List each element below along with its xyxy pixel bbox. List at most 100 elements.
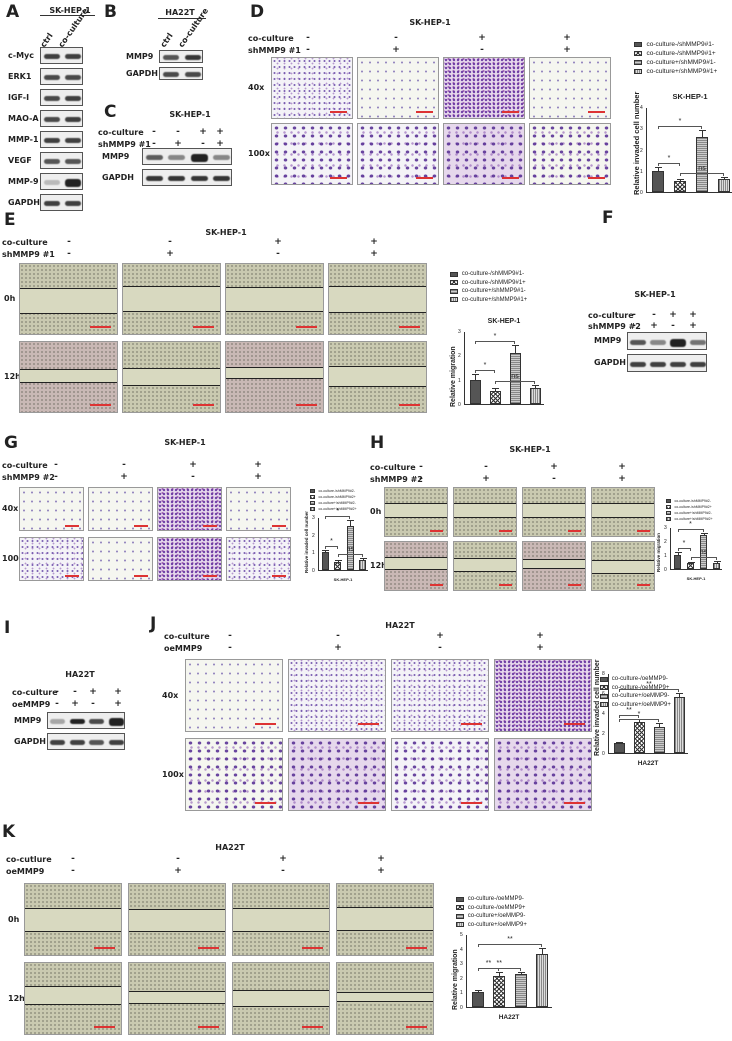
y-tick-label: 6 bbox=[602, 691, 605, 697]
legend-label: co-culture-/shMMP9#2- bbox=[674, 499, 711, 503]
blot-row-label: c-Myc bbox=[8, 50, 34, 60]
condition-sign: - bbox=[54, 460, 58, 470]
error-cap bbox=[359, 558, 367, 560]
legend-label: co-culture-/shMMP9#1- bbox=[461, 271, 525, 277]
protein-band bbox=[162, 72, 180, 77]
legend-swatch bbox=[310, 507, 315, 511]
significance-bracket bbox=[690, 557, 717, 560]
legend-swatch bbox=[310, 495, 315, 499]
error-bar bbox=[677, 553, 679, 555]
blot-row-label: MAO-A bbox=[8, 113, 39, 123]
legend-swatch bbox=[600, 676, 608, 682]
transwell-image bbox=[494, 659, 592, 732]
bar bbox=[514, 974, 527, 1007]
error-cap bbox=[721, 176, 728, 178]
condition-label: co-culture bbox=[2, 238, 48, 247]
protein-band bbox=[43, 75, 60, 80]
legend-item: co-culture+/shMMP9#1+ bbox=[450, 296, 527, 305]
condition-sign: + bbox=[199, 127, 207, 137]
bar bbox=[471, 992, 484, 1007]
y-tick-label: 3 bbox=[458, 329, 461, 335]
scale-bar bbox=[587, 111, 606, 114]
error-bar bbox=[499, 973, 501, 976]
condition-sign: + bbox=[618, 474, 626, 484]
condition-sign: + bbox=[669, 310, 677, 320]
legend-item: co-culture-/shMMP9#2- bbox=[310, 488, 357, 494]
legend-label: co-culture-/shMMP9#1- bbox=[646, 41, 714, 48]
error-cap bbox=[674, 552, 682, 554]
legend-item: co-culture-/shMMP9#2+ bbox=[310, 494, 357, 500]
error-bar bbox=[703, 534, 705, 536]
scale-bar bbox=[415, 111, 434, 114]
y-axis-label: Relative invaded cell number bbox=[594, 659, 601, 756]
error-cap bbox=[676, 692, 683, 694]
significance-label: * bbox=[689, 521, 692, 529]
condition-sign: + bbox=[174, 139, 182, 149]
scale-bar bbox=[89, 404, 112, 407]
scale-bar bbox=[564, 802, 586, 805]
protein-band bbox=[213, 155, 231, 160]
wound-gap bbox=[592, 503, 654, 518]
condition-sign: - bbox=[152, 127, 156, 137]
wound-gap bbox=[233, 989, 329, 1007]
error-cap bbox=[472, 373, 479, 375]
legend-item: co-culture-/shMMP9#2+ bbox=[666, 504, 713, 510]
scale-bar bbox=[587, 177, 606, 180]
header-underline bbox=[40, 15, 95, 16]
bar bbox=[489, 390, 501, 404]
cell-line-title: SK-HEP-1 bbox=[634, 290, 676, 299]
blot-row-label: GAPDH bbox=[102, 172, 134, 182]
wound-gap bbox=[25, 908, 121, 932]
transwell-image bbox=[271, 123, 353, 185]
condition-sign: - bbox=[55, 687, 59, 697]
error-bar bbox=[702, 130, 703, 137]
bar bbox=[673, 181, 687, 192]
panel-label-a: A bbox=[6, 2, 20, 22]
magnification-label: 100x bbox=[2, 554, 24, 563]
legend-item: co-culture-/shMMP9#1- bbox=[634, 40, 717, 49]
error-cap bbox=[699, 129, 706, 131]
condition-sign: - bbox=[484, 462, 488, 472]
condition-sign: + bbox=[274, 237, 282, 247]
blot-row-label: GAPDH bbox=[126, 68, 158, 78]
scale-bar bbox=[65, 574, 80, 577]
transwell-image bbox=[271, 57, 353, 119]
condition-sign: - bbox=[552, 474, 556, 484]
wound-gap bbox=[523, 503, 585, 518]
blot-column-label: ctrl bbox=[158, 31, 175, 49]
wound-healing-image bbox=[336, 883, 434, 956]
condition-label: shMMP9 #1 bbox=[98, 140, 151, 149]
cell-line-title: SK-HEP-1 bbox=[205, 228, 247, 237]
scale-bar bbox=[89, 326, 112, 329]
scale-bar bbox=[134, 524, 149, 527]
transwell-image bbox=[443, 123, 525, 185]
bar bbox=[321, 552, 329, 570]
scale-bar bbox=[415, 177, 434, 180]
scale-bar bbox=[302, 1026, 324, 1029]
scale-bar bbox=[65, 524, 80, 527]
legend-item: co-culture-/oeMMP9- bbox=[600, 675, 671, 684]
scale-bar bbox=[94, 947, 116, 950]
wound-gap bbox=[25, 985, 121, 1005]
condition-sign: + bbox=[478, 33, 486, 43]
condition-label: oeMMP9 bbox=[6, 867, 45, 876]
y-axis-label: Relative migration bbox=[656, 532, 661, 572]
error-bar bbox=[477, 991, 479, 993]
bar bbox=[686, 563, 695, 569]
condition-sign: + bbox=[71, 699, 79, 709]
scale-bar bbox=[358, 723, 380, 726]
condition-sign: + bbox=[120, 472, 128, 482]
legend-item: co-culture+/oeMMP9+ bbox=[600, 701, 671, 710]
legend-item: co-culture+/shMMP9#2+ bbox=[666, 516, 713, 522]
significance-label: ** bbox=[496, 959, 502, 967]
protein-band bbox=[65, 138, 82, 143]
condition-sign: + bbox=[482, 474, 490, 484]
wound-healing-image bbox=[128, 962, 226, 1035]
significance-label: ns bbox=[346, 546, 354, 554]
legend-label: co-culture+/shMMP9#1- bbox=[646, 59, 716, 66]
legend-item: co-culture-/shMMP9#1+ bbox=[634, 49, 717, 58]
significance-bracket bbox=[658, 125, 702, 129]
cell-line-title: SK-HEP-1 bbox=[409, 18, 451, 27]
magnification-label: 12h bbox=[370, 561, 387, 570]
significance-label: ** bbox=[507, 935, 513, 943]
